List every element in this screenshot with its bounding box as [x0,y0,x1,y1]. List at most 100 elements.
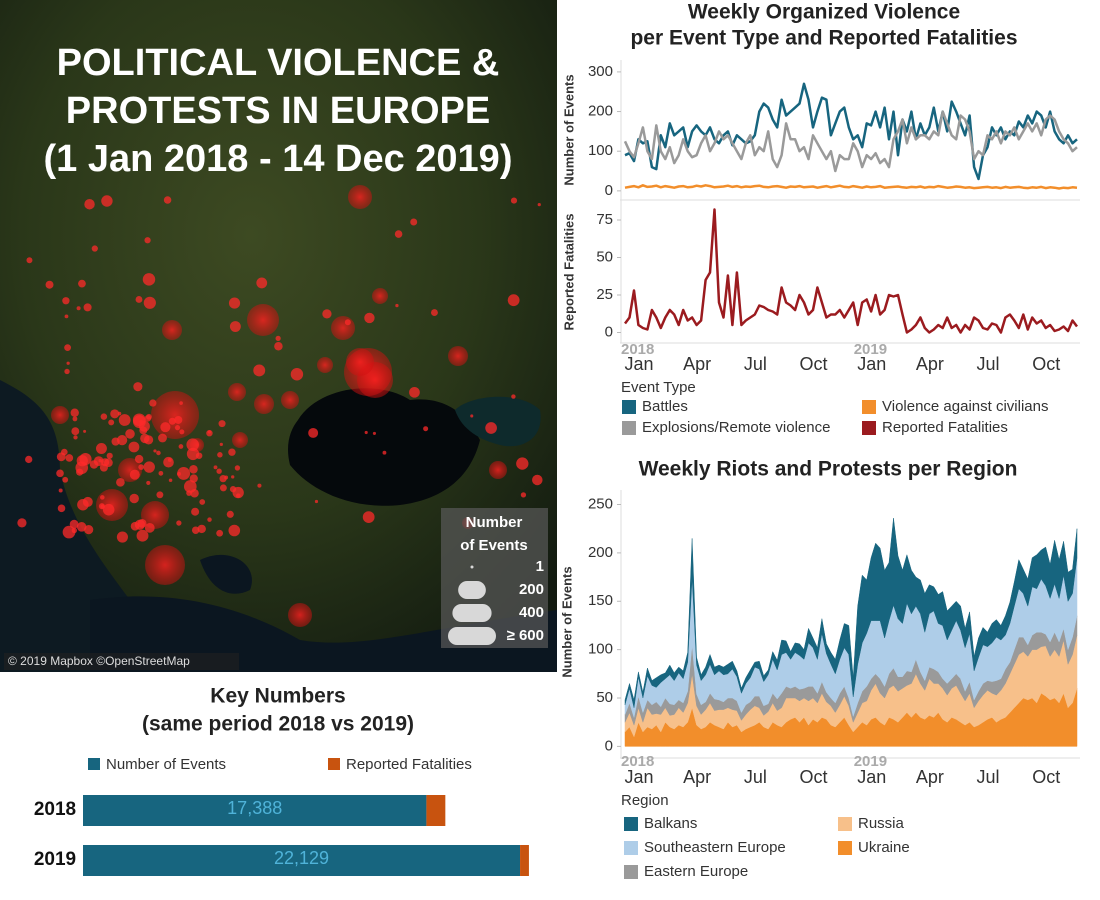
event-bubble [191,507,200,516]
event-bubble [372,288,388,304]
event-bubble [153,449,157,453]
event-bubble [91,245,98,252]
event-bubble [143,296,156,309]
event-bubbles [17,185,543,627]
event-bubble [140,433,150,444]
bar-segment [520,845,529,876]
event-bubble [64,314,69,319]
event-bubble [117,411,122,416]
year-label: 2019 [854,341,887,358]
legend-swatch [862,421,876,435]
event-bubble [226,510,234,518]
event-bubble [511,394,516,399]
event-bubble [66,361,70,365]
x-tick-label: Oct [1032,767,1060,787]
event-bubble [58,488,63,493]
event-bubble [206,429,213,437]
legend-title: Event Type [621,379,696,396]
event-bubble [17,518,27,528]
event-bubble [317,357,333,373]
event-bubble [84,525,94,535]
event-bubble [510,197,518,204]
event-bubble [79,452,92,466]
event-bubble [62,476,69,483]
event-bubble [191,526,200,534]
x-tick-label: Jul [744,354,767,374]
legend-label: Number of Events [106,756,226,773]
size-legend-label: 400 [519,604,544,621]
event-bubble [168,417,176,425]
event-bubble [257,483,262,488]
event-bubble [409,386,420,398]
event-bubble [322,309,332,319]
event-bubble [213,465,218,470]
legend-title: Region [621,792,669,809]
series-line [624,184,1078,190]
aegean-sea [200,554,252,594]
event-bubble [144,415,152,422]
event-bubble [116,531,128,543]
event-bubble [106,452,113,459]
size-legend-box [441,508,548,648]
x-tick-label: Jan [857,354,886,374]
bar-segment [83,795,427,826]
event-bubble [62,297,70,305]
map-title: PROTESTS IN EUROPE [66,90,490,132]
legend-label: Battles [642,398,688,415]
event-bubble [314,499,319,504]
event-bubble [141,501,169,529]
legend-swatch [838,817,852,831]
event-bubble [64,344,71,352]
event-bubble [135,296,143,303]
event-bubble [98,459,102,463]
event-bubble [174,425,181,431]
legend-swatch [838,841,852,855]
legend-swatch [622,421,636,435]
value-label: 17,388 [227,798,282,818]
event-bubble [101,195,113,207]
legend-label: Ukraine [858,839,910,856]
event-bubble [57,504,66,513]
x-tick-label: Apr [916,767,944,787]
event-bubble [219,484,227,492]
event-bubble [308,427,319,438]
event-bubble [111,437,120,446]
event-bubble [288,603,312,627]
event-bubble [128,441,140,453]
event-bubble [516,457,529,470]
event-bubble [189,474,198,483]
event-bubble [149,399,157,407]
event-bubble [76,468,84,476]
map-panel: POLITICAL VIOLENCE & PROTESTS IN EUROPE … [0,0,557,672]
event-bubble [100,413,108,420]
event-bubble [133,382,143,392]
event-bubble [146,480,151,485]
legend-label: Reported Fatalities [346,756,472,773]
y-tick-label: 150 [588,592,613,609]
event-bubble [96,443,107,454]
event-bubble [216,529,224,537]
event-bubble [156,450,161,456]
event-bubble [507,294,520,307]
event-bubble [199,499,206,505]
legend-label: Eastern Europe [644,863,748,880]
event-bubble [216,468,222,474]
event-bubble [104,458,113,468]
x-tick-label: Jan [624,354,653,374]
event-bubble [56,452,66,462]
event-bubble [281,391,299,409]
x-tick-label: Apr [683,767,711,787]
event-bubble [207,517,212,522]
series-line [624,82,1078,181]
size-legend-mark [470,565,474,569]
legend-swatch [622,400,636,414]
event-bubble [25,455,33,464]
event-bubble [177,467,191,480]
event-bubble [236,493,241,498]
event-bubble [228,383,246,401]
event-bubble [423,426,429,432]
stacked-area [624,518,1078,708]
legend-label: Russia [858,815,905,832]
event-bubble [186,438,199,451]
event-bubble [178,444,184,449]
